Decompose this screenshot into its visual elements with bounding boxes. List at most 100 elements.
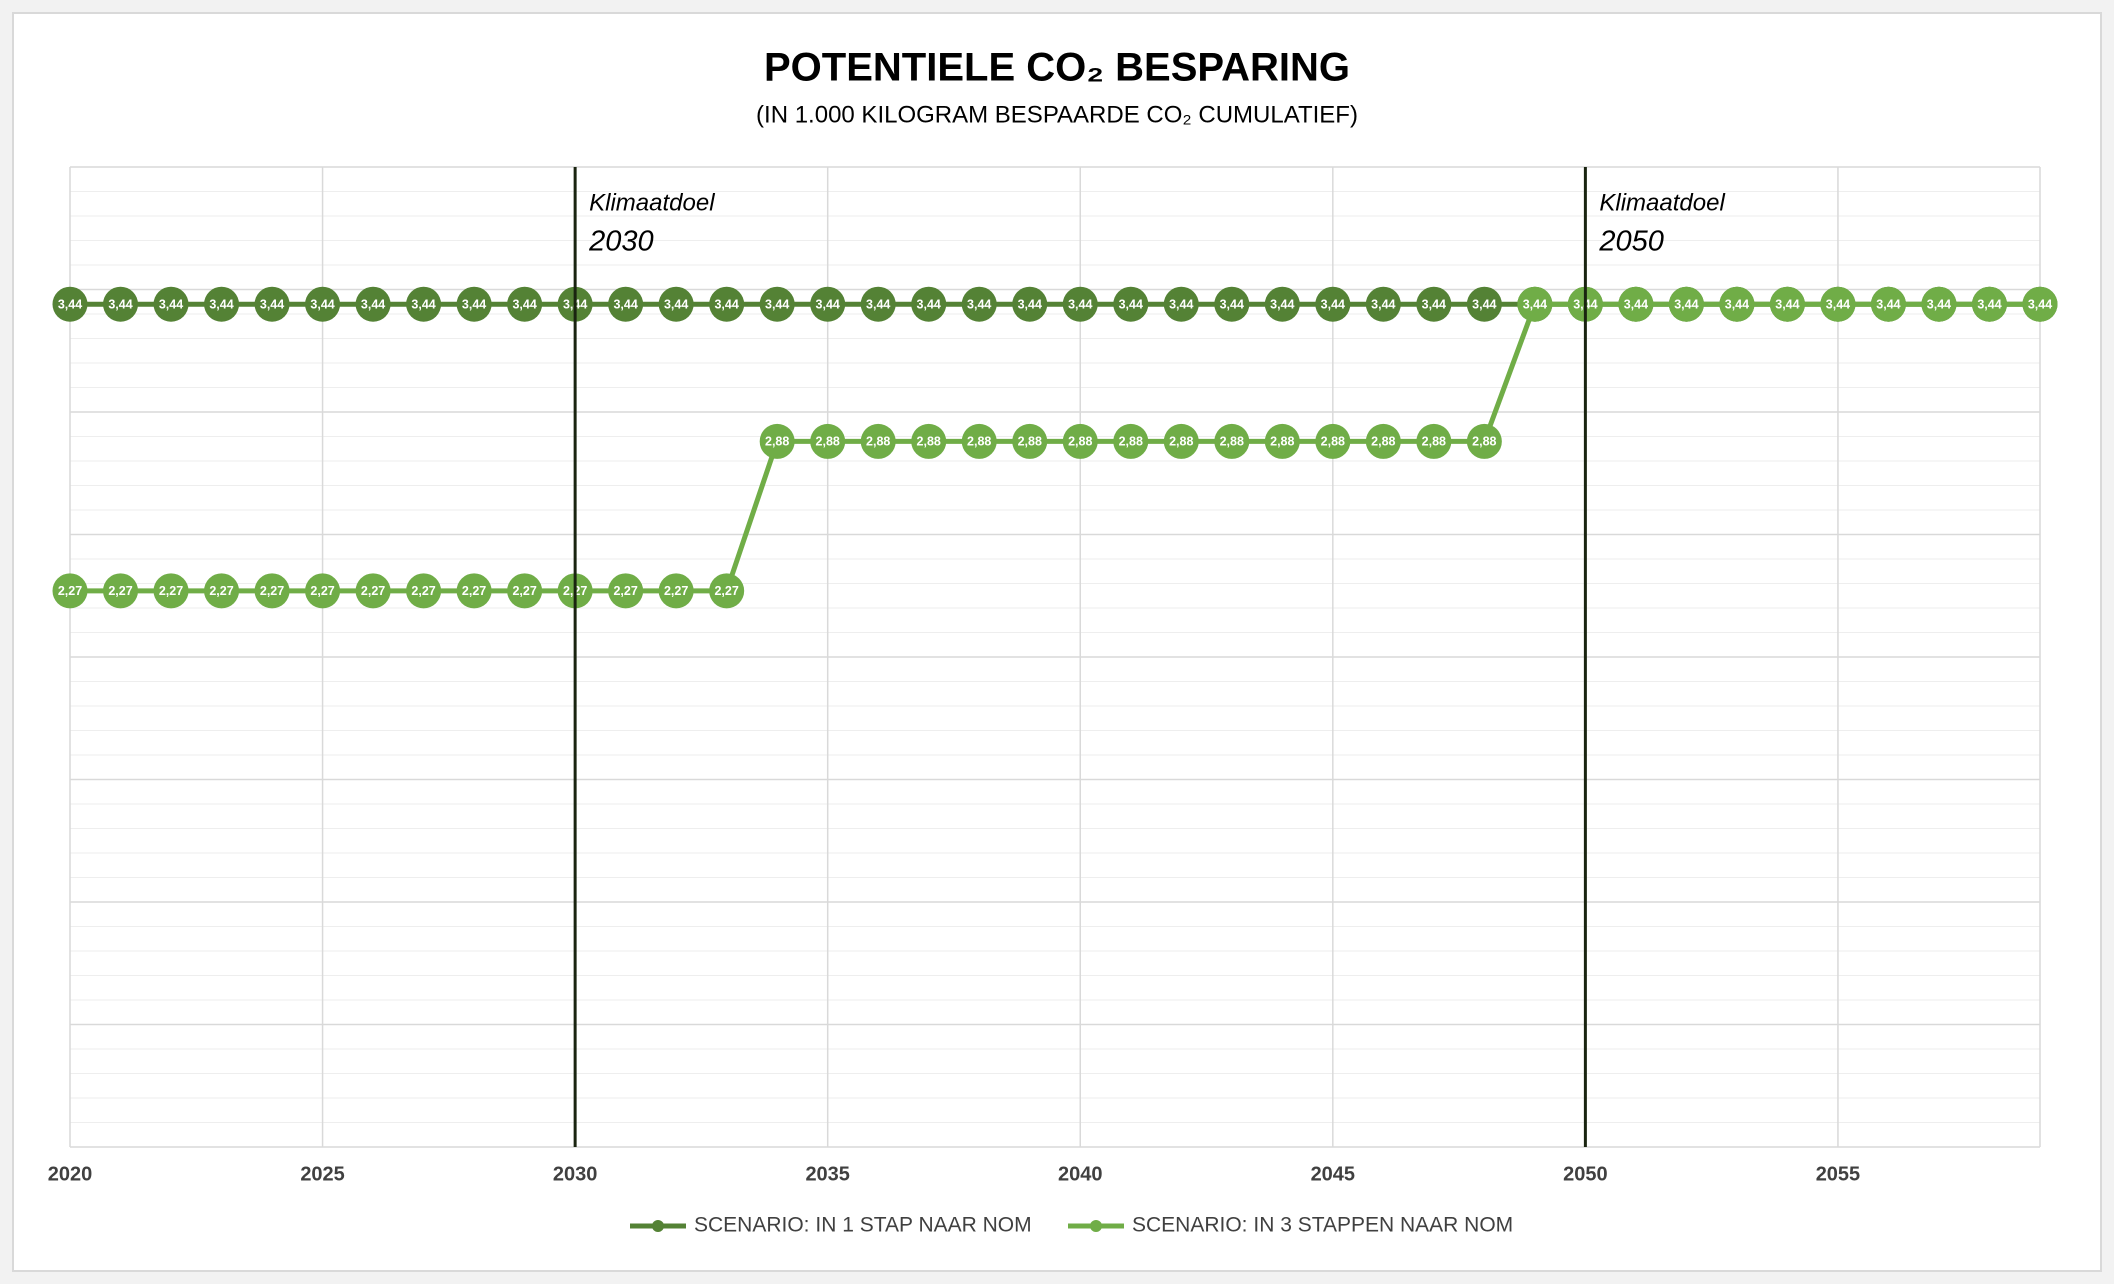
data-point (204, 573, 240, 609)
data-label: 3,44 (1927, 297, 1951, 311)
data-point (1163, 423, 1199, 459)
data-label: 2,88 (917, 435, 941, 449)
data-point (305, 286, 341, 322)
data-label: 2,88 (1321, 435, 1345, 449)
x-tick-label: 2025 (300, 1163, 345, 1185)
data-point (1618, 286, 1654, 322)
data-point (658, 573, 694, 609)
data-point (1214, 423, 1250, 459)
data-label: 2,88 (1270, 435, 1294, 449)
data-point (860, 286, 896, 322)
x-tick-label: 2045 (1311, 1163, 1356, 1185)
data-label: 2,27 (411, 584, 435, 598)
chart-subtitle: (IN 1.000 KILOGRAM BESPAARDE CO₂ CUMULAT… (756, 101, 1358, 128)
data-point (456, 573, 492, 609)
data-label: 3,44 (108, 297, 132, 311)
data-point (1921, 286, 1957, 322)
data-label: 2,27 (613, 584, 637, 598)
data-label: 2,27 (108, 584, 132, 598)
data-point (1315, 423, 1351, 459)
data-point (1264, 423, 1300, 459)
data-point (1012, 286, 1048, 322)
data-label: 3,44 (1775, 297, 1799, 311)
data-point (1012, 423, 1048, 459)
data-label: 3,44 (765, 297, 789, 311)
data-point (608, 573, 644, 609)
x-tick-label: 2050 (1563, 1163, 1608, 1185)
data-point (406, 573, 442, 609)
data-label: 3,44 (1220, 297, 1244, 311)
data-label: 3,44 (816, 297, 840, 311)
data-label: 2,27 (714, 584, 738, 598)
data-label: 3,44 (1371, 297, 1395, 311)
data-label: 3,44 (917, 297, 941, 311)
data-point (1466, 423, 1502, 459)
data-label: 3,44 (1119, 297, 1143, 311)
data-label: 2,88 (816, 435, 840, 449)
data-point (1062, 286, 1098, 322)
data-point (1214, 286, 1250, 322)
data-point (204, 286, 240, 322)
data-point (911, 286, 947, 322)
data-label: 3,44 (2028, 297, 2052, 311)
data-point (1466, 286, 1502, 322)
data-point (759, 286, 795, 322)
data-label: 2,88 (866, 435, 890, 449)
data-point (911, 423, 947, 459)
data-point (1113, 423, 1149, 459)
data-point (355, 573, 391, 609)
data-point (406, 286, 442, 322)
data-point (658, 286, 694, 322)
data-label: 3,44 (58, 297, 82, 311)
data-point (961, 286, 997, 322)
data-point (254, 573, 290, 609)
data-label: 3,44 (462, 297, 486, 311)
data-point (1315, 286, 1351, 322)
data-point (1365, 423, 1401, 459)
data-point (456, 286, 492, 322)
data-point (1820, 286, 1856, 322)
data-point (810, 423, 846, 459)
legend-marker (652, 1220, 664, 1232)
data-point (1668, 286, 1704, 322)
data-label: 2,88 (1472, 435, 1496, 449)
data-label: 3,44 (866, 297, 890, 311)
data-label: 2,27 (209, 584, 233, 598)
data-point (1264, 286, 1300, 322)
data-point (1870, 286, 1906, 322)
legend-label: SCENARIO: IN 1 STAP NAAR NOM (694, 1214, 1032, 1237)
data-label: 2,27 (260, 584, 284, 598)
data-point (759, 423, 795, 459)
data-label: 3,44 (1977, 297, 2001, 311)
data-label: 2,88 (1169, 435, 1193, 449)
data-point (507, 573, 543, 609)
data-label: 2,88 (1371, 435, 1395, 449)
data-label: 3,44 (1321, 297, 1345, 311)
data-label: 3,44 (411, 297, 435, 311)
data-point (153, 286, 189, 322)
data-point (1416, 423, 1452, 459)
x-tick-label: 2055 (1816, 1163, 1861, 1185)
data-label: 3,44 (209, 297, 233, 311)
data-point (1719, 286, 1755, 322)
data-label: 3,44 (1422, 297, 1446, 311)
data-point (1365, 286, 1401, 322)
data-label: 3,44 (714, 297, 738, 311)
data-point (1062, 423, 1098, 459)
x-tick-label: 2020 (48, 1163, 93, 1185)
data-label: 2,27 (159, 584, 183, 598)
data-label: 2,27 (462, 584, 486, 598)
data-label: 3,44 (1624, 297, 1648, 311)
annotation-label: Klimaatdoel (1599, 189, 1725, 216)
data-label: 3,44 (1523, 297, 1547, 311)
data-point (355, 286, 391, 322)
data-point (1971, 286, 2007, 322)
data-label: 3,44 (1472, 297, 1496, 311)
data-label: 3,44 (613, 297, 637, 311)
data-label: 3,44 (1068, 297, 1092, 311)
data-label: 2,88 (1220, 435, 1244, 449)
data-label: 3,44 (260, 297, 284, 311)
data-label: 3,44 (512, 297, 536, 311)
data-label: 3,44 (664, 297, 688, 311)
data-point (1113, 286, 1149, 322)
